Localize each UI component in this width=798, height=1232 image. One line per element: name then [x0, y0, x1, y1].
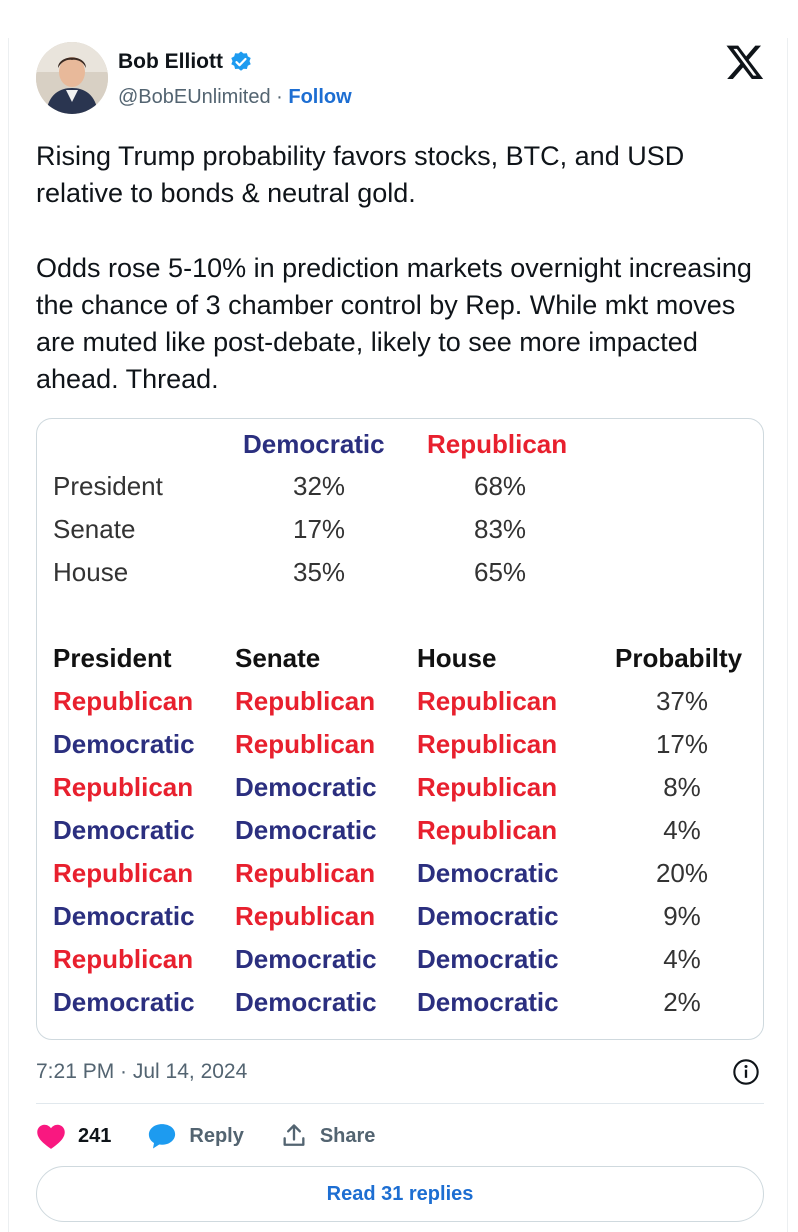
handle-row: @BobEUnlimited · Follow — [118, 86, 352, 109]
table1-row-label: President — [53, 471, 163, 501]
table2-header-probability: Probabilty — [615, 643, 743, 673]
timestamp[interactable]: 7:21 PM · Jul 14, 2024 — [36, 1060, 248, 1083]
table2-party-cell: Democratic — [53, 815, 195, 845]
table2-party-cell: Republican — [417, 729, 558, 759]
tweet-text: Rising Trump probability favors stocks, … — [36, 138, 766, 436]
table2-party-cell: Democratic — [417, 987, 559, 1017]
info-icon[interactable] — [732, 1058, 760, 1086]
table1-rep-value: 83% — [474, 514, 527, 544]
follow-button[interactable]: Follow — [288, 86, 352, 108]
share-icon — [283, 1124, 305, 1146]
action-bar: 241 Reply Share — [36, 1118, 411, 1154]
share-button[interactable]: Share — [280, 1122, 376, 1150]
avatar-image — [36, 42, 108, 114]
probability-table-image[interactable]: Democratic Republican President 32% 68% … — [36, 418, 764, 1040]
table1-dem-value: 32% — [293, 471, 346, 501]
table2-probability-cell: 2% — [663, 987, 701, 1017]
table1-rep-value: 68% — [474, 471, 527, 501]
table2-probability-cell: 4% — [663, 815, 701, 845]
table2-header-president: President — [53, 643, 172, 673]
table1-rep-value: 65% — [474, 557, 527, 587]
table2-probability-cell: 17% — [655, 729, 709, 759]
read-replies-button[interactable]: Read 31 replies — [36, 1166, 764, 1222]
separator: · — [270, 86, 289, 108]
table2-probability-cell: 8% — [663, 772, 701, 802]
table2-party-cell: Republican — [417, 815, 558, 845]
verified-badge-icon — [231, 51, 251, 71]
table2-party-cell: Republican — [417, 686, 558, 716]
table2-party-cell: Democratic — [235, 987, 377, 1017]
table2-party-cell: Democratic — [417, 858, 559, 888]
table2-party-cell: Republican — [235, 686, 376, 716]
author-name[interactable]: Bob Elliott — [118, 50, 223, 73]
like-button[interactable]: 241 — [36, 1122, 111, 1150]
table1-dem-value: 35% — [293, 557, 346, 587]
table2-party-cell: Republican — [235, 729, 376, 759]
table2-party-cell: Republican — [53, 944, 194, 974]
table2-probability-cell: 20% — [655, 858, 709, 888]
tweet-paragraph: Rising Trump probability favors stocks, … — [36, 141, 685, 208]
table1-header-democratic: Democratic — [243, 429, 385, 459]
table2-party-cell: Democratic — [417, 944, 559, 974]
tweet-frame — [8, 38, 788, 1232]
table2-party-cell: Republican — [417, 772, 558, 802]
x-logo-icon[interactable] — [725, 42, 765, 82]
table2-party-cell: Republican — [53, 686, 194, 716]
table2-party-cell: Republican — [235, 858, 376, 888]
reply-bubble-icon — [149, 1124, 176, 1149]
table2-probability-cell: 9% — [663, 901, 701, 931]
author-handle[interactable]: @BobEUnlimited — [118, 86, 271, 108]
table2-party-cell: Democratic — [235, 772, 377, 802]
table2-probability-cell: 4% — [663, 944, 701, 974]
table2-header-senate: Senate — [235, 643, 321, 673]
divider — [36, 1103, 764, 1104]
table1-header-republican: Republican — [427, 429, 568, 459]
table1-row-label: House — [53, 557, 129, 587]
tweet-paragraph: Odds rose 5-10% in prediction markets ov… — [36, 253, 752, 394]
read-replies-label: Read 31 replies — [326, 1182, 474, 1205]
reply-label: Reply — [189, 1124, 244, 1147]
table2-party-cell: Democratic — [235, 815, 377, 845]
table2-party-cell: Democratic — [53, 729, 195, 759]
heart-icon — [37, 1124, 65, 1149]
table2-party-cell: Democratic — [235, 944, 377, 974]
table2-party-cell: Republican — [53, 772, 194, 802]
table2-party-cell: Democratic — [53, 901, 195, 931]
like-count: 241 — [78, 1124, 112, 1147]
table2-header-house: House — [417, 643, 497, 673]
table1-dem-value: 17% — [293, 514, 346, 544]
table2-probability-cell: 37% — [655, 686, 709, 716]
table2-party-cell: Republican — [235, 901, 376, 931]
author-name-row[interactable]: Bob Elliott — [118, 50, 253, 74]
share-label: Share — [319, 1124, 376, 1147]
reply-button[interactable]: Reply — [147, 1122, 244, 1150]
avatar[interactable] — [36, 42, 108, 114]
table2-party-cell: Republican — [53, 858, 194, 888]
table2-party-cell: Democratic — [53, 987, 195, 1017]
table2-party-cell: Democratic — [417, 901, 559, 931]
table1-row-label: Senate — [53, 514, 136, 544]
